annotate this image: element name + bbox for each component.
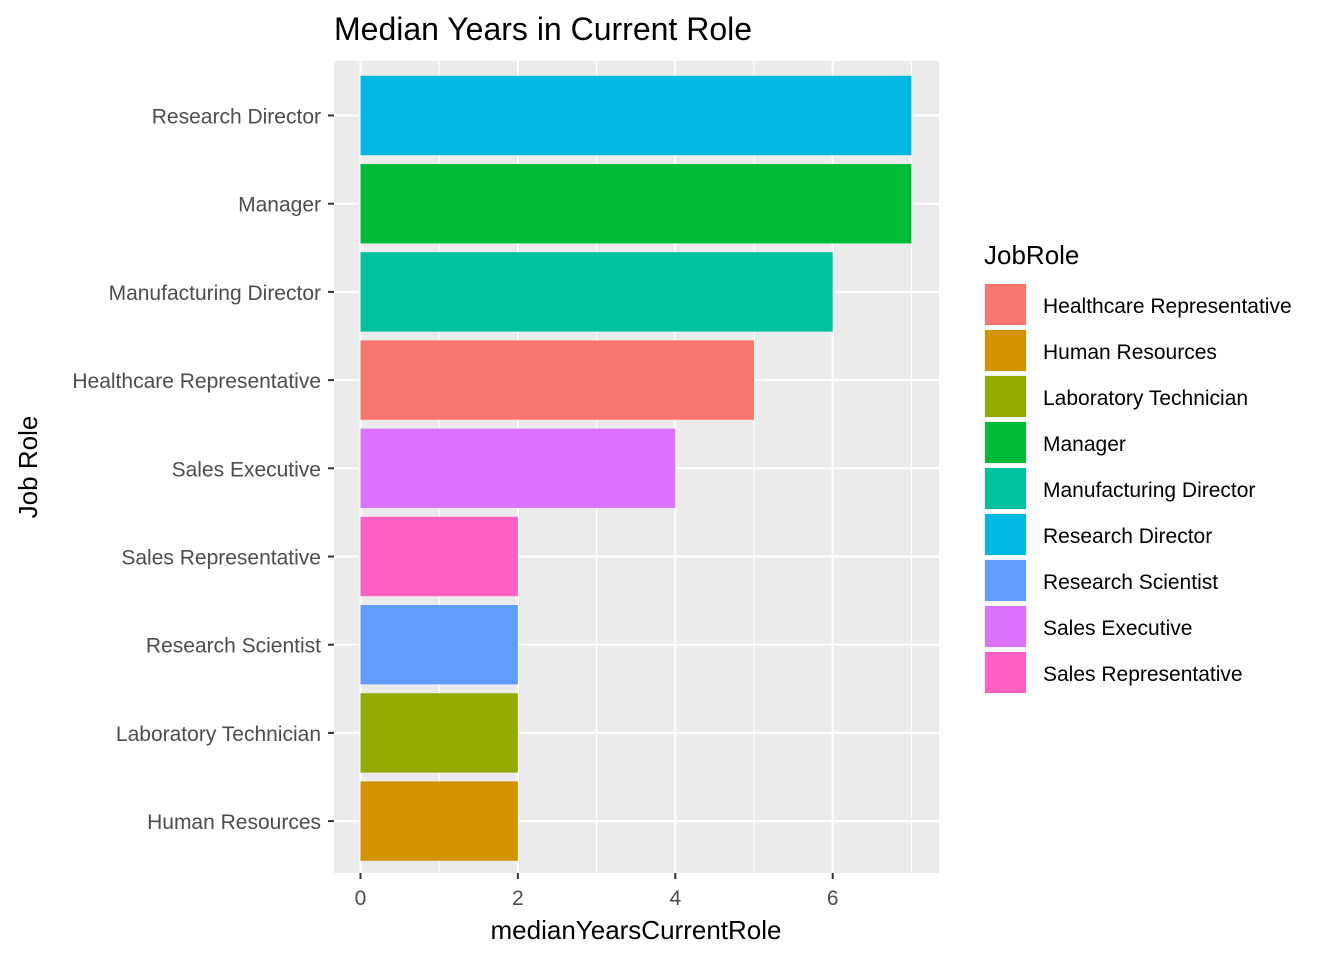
y-axis-title: Job Role — [13, 416, 43, 519]
legend-label: Research Scientist — [1043, 571, 1218, 594]
legend-label: Healthcare Representative — [1043, 295, 1292, 318]
x-tick-label: 6 — [827, 887, 839, 910]
x-axis: 0 2 4 6 — [355, 873, 839, 910]
legend-label: Human Resources — [1043, 341, 1217, 364]
legend-swatch-sales-representative — [985, 652, 1026, 693]
legend-label: Manager — [1043, 433, 1126, 456]
y-tick-label: Sales Executive — [172, 458, 321, 481]
bar-laboratory-technician — [360, 693, 518, 773]
legend-items: Healthcare Representative Human Resources… — [984, 283, 1292, 694]
y-tick-label: Research Director — [152, 106, 321, 129]
bars — [360, 75, 912, 861]
chart-title: Median Years in Current Role — [334, 11, 752, 47]
y-tick-label: Research Scientist — [146, 635, 321, 658]
x-tick-label: 0 — [355, 887, 367, 910]
legend-swatch-sales-executive — [985, 606, 1026, 647]
bar-sales-representative — [360, 516, 518, 597]
y-tick-label: Manager — [238, 194, 321, 217]
legend: JobRole Healthcare Representative Human R… — [984, 240, 1292, 694]
bar-healthcare-representative — [360, 340, 754, 420]
bar-human-resources — [360, 781, 518, 861]
y-tick-label: Laboratory Technician — [116, 723, 321, 746]
x-axis-title: medianYearsCurrentRole — [491, 915, 782, 945]
legend-label: Laboratory Technician — [1043, 387, 1248, 410]
y-tick-label: Manufacturing Director — [109, 282, 321, 305]
y-tick-label: Sales Representative — [121, 547, 321, 570]
legend-swatch-human-resources — [985, 330, 1026, 371]
legend-swatch-research-scientist — [985, 560, 1026, 601]
bar-manufacturing-director — [360, 252, 833, 332]
legend-swatch-manufacturing-director — [985, 468, 1026, 509]
legend-swatch-healthcare-representative — [985, 284, 1026, 325]
y-tick-label: Healthcare Representative — [72, 370, 321, 393]
x-tick-label: 2 — [512, 887, 524, 910]
legend-title: JobRole — [984, 240, 1079, 270]
bar-manager — [360, 164, 912, 244]
y-axis: Research Director Manager Manufacturing Di… — [72, 106, 334, 834]
legend-swatch-research-director — [985, 514, 1026, 555]
legend-label: Sales Executive — [1043, 617, 1192, 640]
legend-label: Sales Representative — [1043, 663, 1243, 686]
x-tick-label: 4 — [669, 887, 681, 910]
y-tick-label: Human Resources — [147, 811, 321, 834]
legend-label: Research Director — [1043, 525, 1212, 548]
bar-research-scientist — [360, 605, 518, 685]
legend-swatch-laboratory-technician — [985, 376, 1026, 417]
bar-sales-executive — [360, 428, 676, 508]
bar-research-director — [360, 75, 912, 156]
legend-swatch-manager — [985, 422, 1026, 463]
legend-label: Manufacturing Director — [1043, 479, 1255, 502]
